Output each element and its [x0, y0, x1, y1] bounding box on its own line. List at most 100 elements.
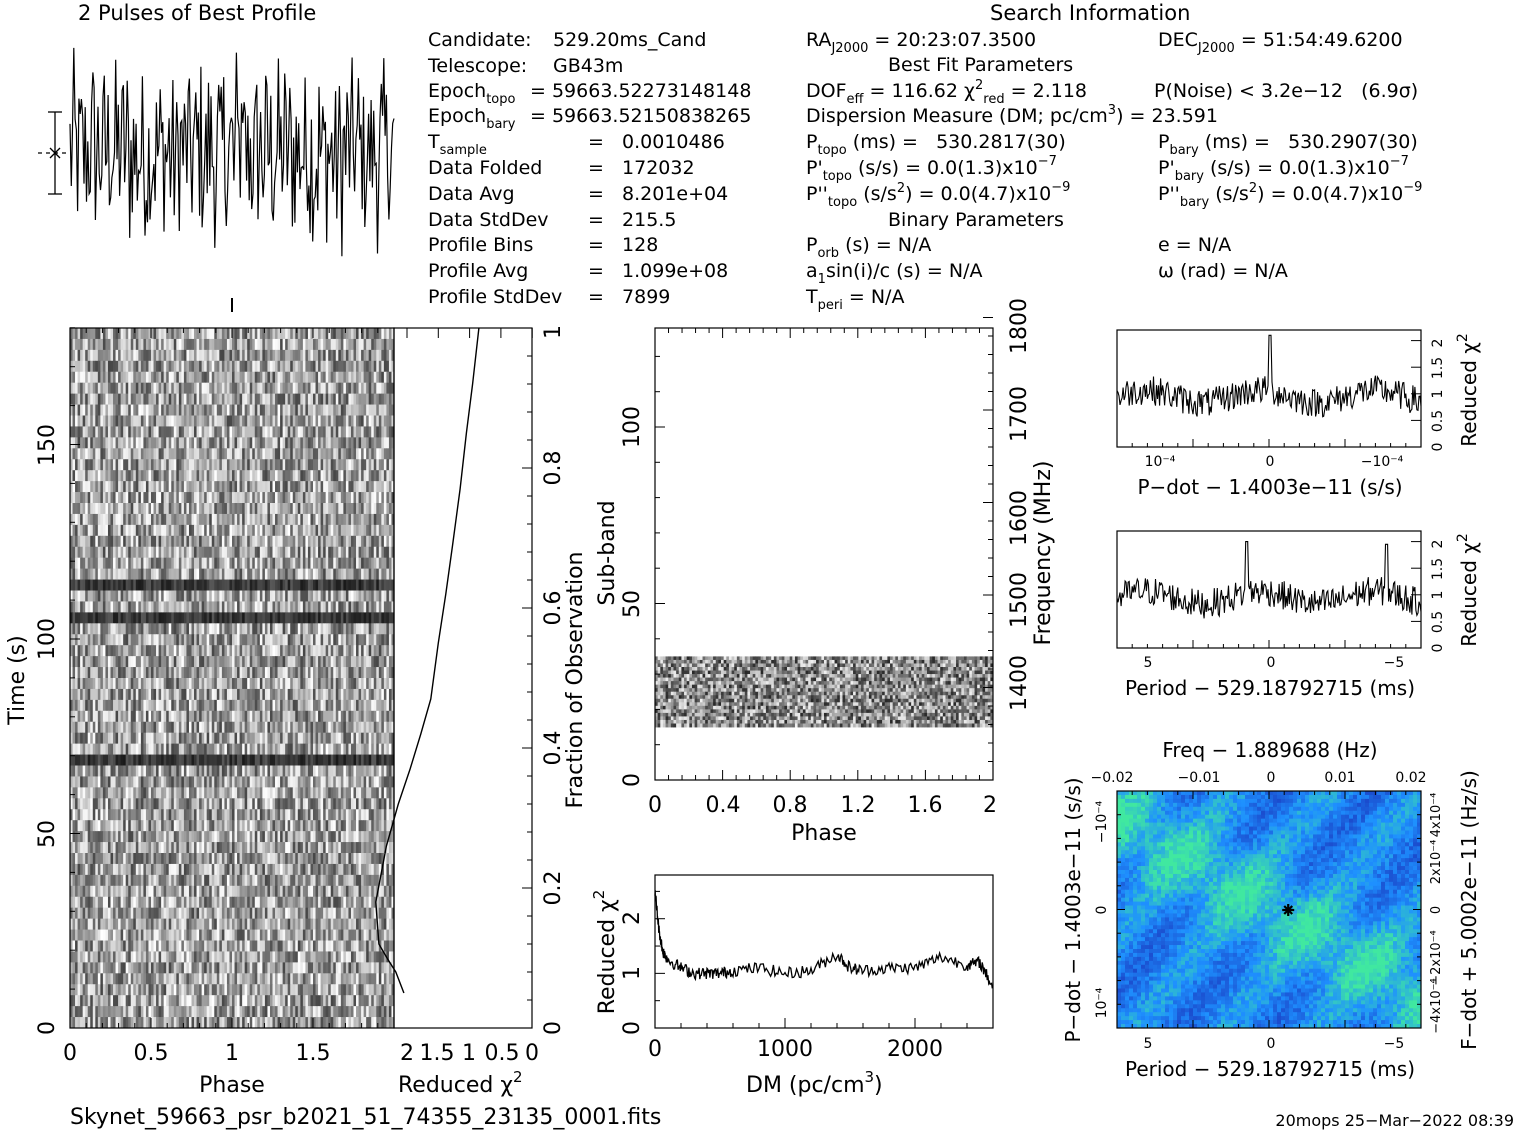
greyscale-cell — [201, 535, 205, 548]
greyscale-cell — [145, 426, 149, 438]
greyscale-cell — [310, 349, 314, 362]
greyscale-cell — [188, 688, 192, 701]
greyscale-cell — [368, 448, 372, 460]
greyscale-cell — [156, 590, 159, 602]
greyscale-cell — [158, 645, 162, 657]
greyscale-cell — [221, 557, 225, 570]
greyscale-cell — [330, 579, 334, 591]
greyscale-cell — [269, 645, 273, 657]
greyscale-cell — [323, 393, 327, 405]
greyscale-cell — [97, 437, 101, 449]
greyscale-cell — [209, 699, 213, 712]
greyscale-cell — [206, 437, 210, 449]
greyscale-cell — [85, 732, 89, 745]
greyscale-cell — [188, 721, 192, 734]
greyscale-cell — [221, 634, 225, 646]
greyscale-cell — [237, 568, 240, 580]
greyscale-cell — [315, 328, 319, 340]
t-peri: Tperi = N/A — [805, 286, 904, 313]
greyscale-cell — [92, 524, 96, 537]
greyscale-cell — [242, 503, 246, 515]
greyscale-cell — [140, 349, 144, 362]
greyscale-cell — [239, 513, 243, 526]
greyscale-cell — [363, 710, 367, 723]
greyscale-cell — [320, 382, 324, 395]
greyscale-cell — [128, 688, 132, 701]
greyscale-cell — [267, 349, 271, 362]
greyscale-cell — [148, 481, 152, 493]
greyscale-cell — [353, 513, 357, 526]
info-label: Profile Bins — [428, 234, 533, 256]
greyscale-cell — [247, 382, 251, 395]
greyscale-cell — [315, 634, 319, 646]
greyscale-cell — [110, 459, 114, 471]
greyscale-cell — [194, 349, 197, 362]
greyscale-cell — [95, 710, 99, 723]
greyscale-cell — [191, 612, 195, 624]
greyscale-cell — [310, 492, 314, 504]
greyscale-cell — [183, 590, 187, 602]
greyscale-cell — [115, 732, 119, 745]
greyscale-cell — [186, 546, 190, 559]
greyscale-cell — [206, 743, 210, 755]
greyscale-cell — [201, 743, 205, 755]
greyscale-cell — [310, 371, 314, 384]
greyscale-cell — [269, 415, 273, 427]
greyscale-cell — [120, 459, 124, 471]
greyscale-cell — [297, 426, 301, 438]
greyscale-cell — [214, 371, 218, 384]
greyscale-cell — [383, 328, 387, 340]
greyscale-cell — [259, 656, 263, 668]
greyscale-cell — [302, 404, 306, 416]
greyscale-cell — [277, 470, 281, 482]
greyscale-cell — [340, 656, 344, 668]
greyscale-cell — [287, 557, 291, 570]
greyscale-cell — [128, 437, 132, 449]
greyscale-cell — [151, 721, 154, 734]
greyscale-cell — [305, 612, 309, 624]
greyscale-cell — [153, 404, 157, 416]
greyscale-cell — [102, 470, 106, 482]
greyscale-cell — [391, 688, 395, 701]
greyscale-cell — [158, 601, 162, 613]
greyscale-cell — [163, 459, 167, 471]
greyscale-cell — [166, 492, 170, 504]
greyscale-cell — [381, 513, 385, 526]
greyscale-cell — [102, 513, 106, 526]
greyscale-cell — [315, 404, 319, 416]
greyscale-cell — [275, 678, 278, 690]
greyscale-cell — [371, 656, 375, 668]
greyscale-cell — [87, 481, 91, 493]
greyscale-cell — [102, 426, 106, 438]
greyscale-cell — [105, 557, 109, 570]
greyscale-cell — [97, 404, 101, 416]
greyscale-cell — [87, 634, 91, 646]
greyscale-cell — [72, 371, 76, 384]
greyscale-cell — [153, 426, 157, 438]
greyscale-cell — [85, 338, 89, 351]
time-phase-greyscale — [70, 328, 395, 1029]
greyscale-cell — [292, 699, 296, 712]
greyscale-cell — [292, 426, 296, 438]
greyscale-cell — [196, 699, 200, 712]
greyscale-cell — [264, 448, 268, 460]
greyscale-cell — [290, 601, 294, 613]
greyscale-cell — [277, 360, 281, 373]
greyscale-cell — [378, 721, 382, 734]
greyscale-cell — [371, 338, 375, 351]
greyscale-cell — [305, 328, 309, 340]
greyscale-cell — [338, 492, 342, 504]
greyscale-cell — [333, 437, 337, 449]
greyscale-cell — [145, 371, 149, 384]
greyscale-cell — [297, 612, 301, 624]
greyscale-cell — [191, 481, 195, 493]
greyscale-cell — [140, 371, 144, 384]
greyscale-cell — [216, 371, 220, 384]
greyscale-cell — [366, 481, 370, 493]
greyscale-cell — [249, 634, 253, 646]
greyscale-cell — [102, 371, 106, 384]
greyscale-cell — [95, 732, 99, 745]
greyscale-cell — [95, 328, 99, 340]
greyscale-cell — [254, 678, 258, 690]
greyscale-cell — [214, 634, 218, 646]
